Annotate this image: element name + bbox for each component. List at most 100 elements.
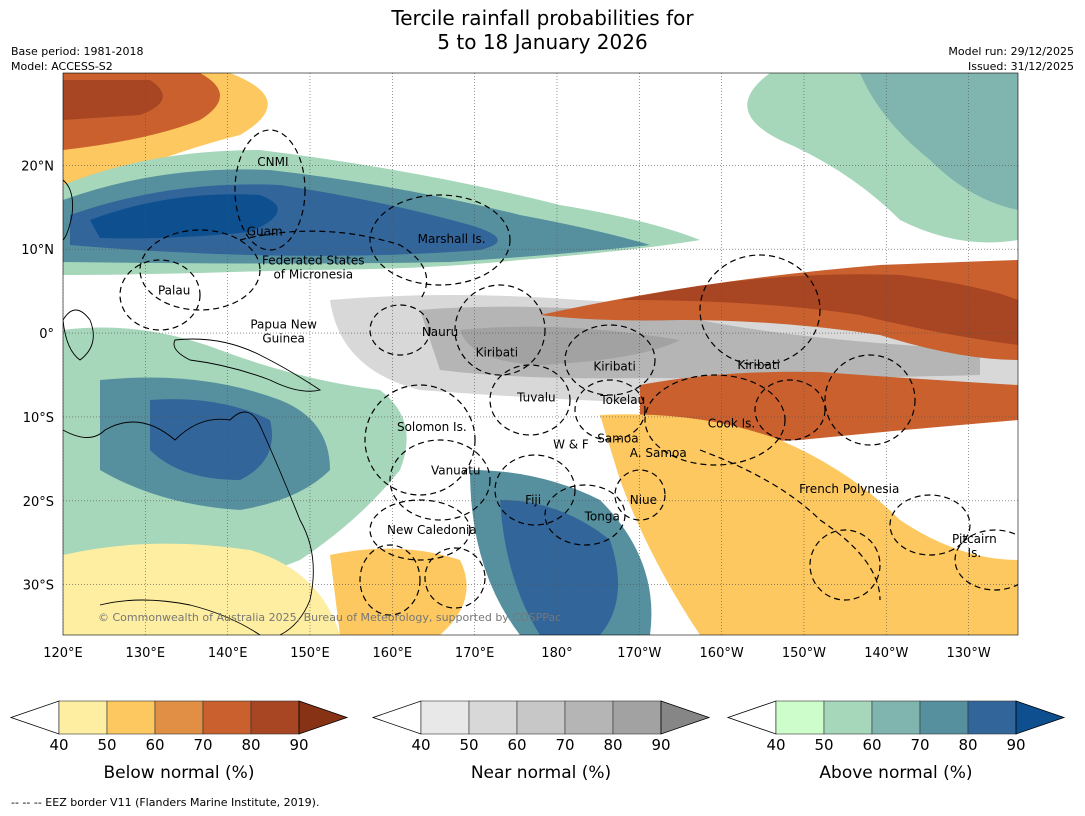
colorbar-tick-label: 50 [814, 736, 833, 754]
colorbar-segment [516, 700, 566, 735]
probability-fields [63, 73, 1018, 635]
colorbar-tick-label: 60 [862, 736, 881, 754]
place-label: Guinea [262, 331, 305, 345]
place-label: Palau [158, 283, 190, 297]
place-label: CNMI [257, 155, 288, 169]
colorbar-tick-label: 40 [49, 736, 68, 754]
colorbar-tick-label: 90 [1006, 736, 1025, 754]
place-label: Fiji [525, 493, 541, 507]
latitude-label: 20°N [21, 159, 54, 174]
map-border [62, 72, 1019, 636]
colorbar-high-extension [660, 700, 711, 735]
longitude-label: 120°E [43, 646, 83, 661]
place-label: Tuvalu [516, 391, 556, 405]
longitude-label: 140°W [864, 646, 908, 661]
latitude-label: 20°S [23, 495, 54, 510]
colorbar-tick-label: 70 [555, 736, 574, 754]
colorbar-tick-label: 90 [289, 736, 308, 754]
colorbar-segment [250, 700, 300, 735]
place-label: Niue [630, 493, 657, 507]
colorbar-tick-label: 60 [507, 736, 526, 754]
colorbar-segment [58, 700, 108, 735]
longitude-labels: 120°E 130°E 140°E 150°E 160°E 170°E 180° 170°W 1… [43, 646, 991, 661]
place-label: A. Samoa [630, 446, 687, 460]
longitude-label: 130°E [126, 646, 166, 661]
longitude-label: 180° [541, 646, 572, 661]
above-normal-colorbar: 40 50 60 70 80 90 Above normal (%) [726, 700, 1066, 783]
base-period: Base period: 1981-2018 [11, 45, 144, 58]
colorbars: 40 50 60 70 80 90 Below normal (%) 40 50 60 70 80 90… [9, 700, 1066, 783]
below-normal-colorbar: 40 50 60 70 80 90 Below normal (%) [9, 700, 349, 783]
colorbar-tick-label: 40 [766, 736, 785, 754]
colorbar-segment [775, 700, 825, 735]
longitude-label: 150°E [290, 646, 330, 661]
latitude-label: 0° [39, 327, 54, 342]
place-label: Papua New [250, 317, 317, 331]
colorbar-label: Below normal (%) [104, 763, 255, 783]
colorbar-tick-label: 80 [241, 736, 260, 754]
colorbar-segment [612, 700, 662, 735]
eez-borders [119, 129, 1018, 616]
place-label: Guam [247, 225, 283, 239]
map-title-line2: 5 to 18 January 2026 [437, 30, 648, 54]
place-label: New Caledonia [387, 523, 477, 537]
run-info: Model run: 29/12/2025 Issued: 31/12/2025 [948, 44, 1074, 74]
colorbar-high-extension [1015, 700, 1066, 735]
colorbar-tick-label: 70 [193, 736, 212, 754]
place-label: Kiribati [737, 358, 779, 372]
longitude-label: 170°E [455, 646, 495, 661]
colorbar-low-extension [9, 700, 60, 735]
place-label: Federated States [262, 254, 364, 268]
copyright-notice: © Commonwealth of Australia 2025, Bureau… [98, 611, 561, 624]
issued-date: Issued: 31/12/2025 [967, 60, 1074, 73]
longitude-label: 160°W [700, 646, 744, 661]
place-label: Cook Is. [708, 417, 755, 431]
colorbar-low-extension [371, 700, 422, 735]
place-label: Marshall Is. [418, 232, 486, 246]
place-label: Vanuatu [431, 464, 481, 478]
map-title: Tercile rainfall probabilities for 5 to … [0, 6, 1085, 54]
place-label: Pitcairn [952, 532, 997, 546]
longitude-label: 150°W [782, 646, 826, 661]
colorbar-low-extension [726, 700, 777, 735]
place-label: French Polynesia [799, 482, 899, 496]
colorbar-segment [106, 700, 156, 735]
place-label: Samoa [597, 432, 638, 446]
graticule-lines [63, 73, 1018, 635]
colorbar-tick-label: 50 [97, 736, 116, 754]
eez-footnote: -- -- -- EEZ border V11 (Flanders Marine… [11, 796, 320, 809]
longitude-label: 170°W [617, 646, 661, 661]
colorbar-segment [967, 700, 1017, 735]
coastlines [63, 179, 322, 635]
colorbar-high-extension [298, 700, 349, 735]
place-label: Kiribati [593, 360, 635, 374]
place-label: Is. [968, 546, 982, 560]
map-title-line1: Tercile rainfall probabilities for [391, 6, 694, 30]
place-label: Nauru [422, 325, 458, 339]
colorbar-label: Near normal (%) [471, 763, 611, 783]
colorbar-segment [919, 700, 969, 735]
colorbar-tick-label: 80 [603, 736, 622, 754]
latitude-labels: 20°N 10°N 0° 10°S 20°S 30°S [21, 159, 54, 593]
latitude-label: 10°N [21, 243, 54, 258]
place-label: W & F [553, 438, 589, 452]
colorbar-tick-label: 80 [958, 736, 977, 754]
colorbar-segment [823, 700, 873, 735]
model-info: Base period: 1981-2018 Model: ACCESS-S2 [11, 44, 143, 74]
near-normal-colorbar: 40 50 60 70 80 90 Near normal (%) [371, 700, 711, 783]
colorbar-tick-label: 40 [411, 736, 430, 754]
place-label: Tokelau [599, 393, 645, 407]
place-label: Tonga [584, 510, 620, 524]
colorbar-tick-label: 70 [910, 736, 929, 754]
colorbar-segment [154, 700, 204, 735]
model-run-date: Model run: 29/12/2025 [948, 45, 1074, 58]
longitude-label: 160°E [373, 646, 413, 661]
colorbar-segment [871, 700, 921, 735]
colorbar-segment [468, 700, 518, 735]
latitude-label: 30°S [23, 579, 54, 594]
colorbar-tick-label: 90 [651, 736, 670, 754]
place-label: Solomon Is. [397, 420, 467, 434]
